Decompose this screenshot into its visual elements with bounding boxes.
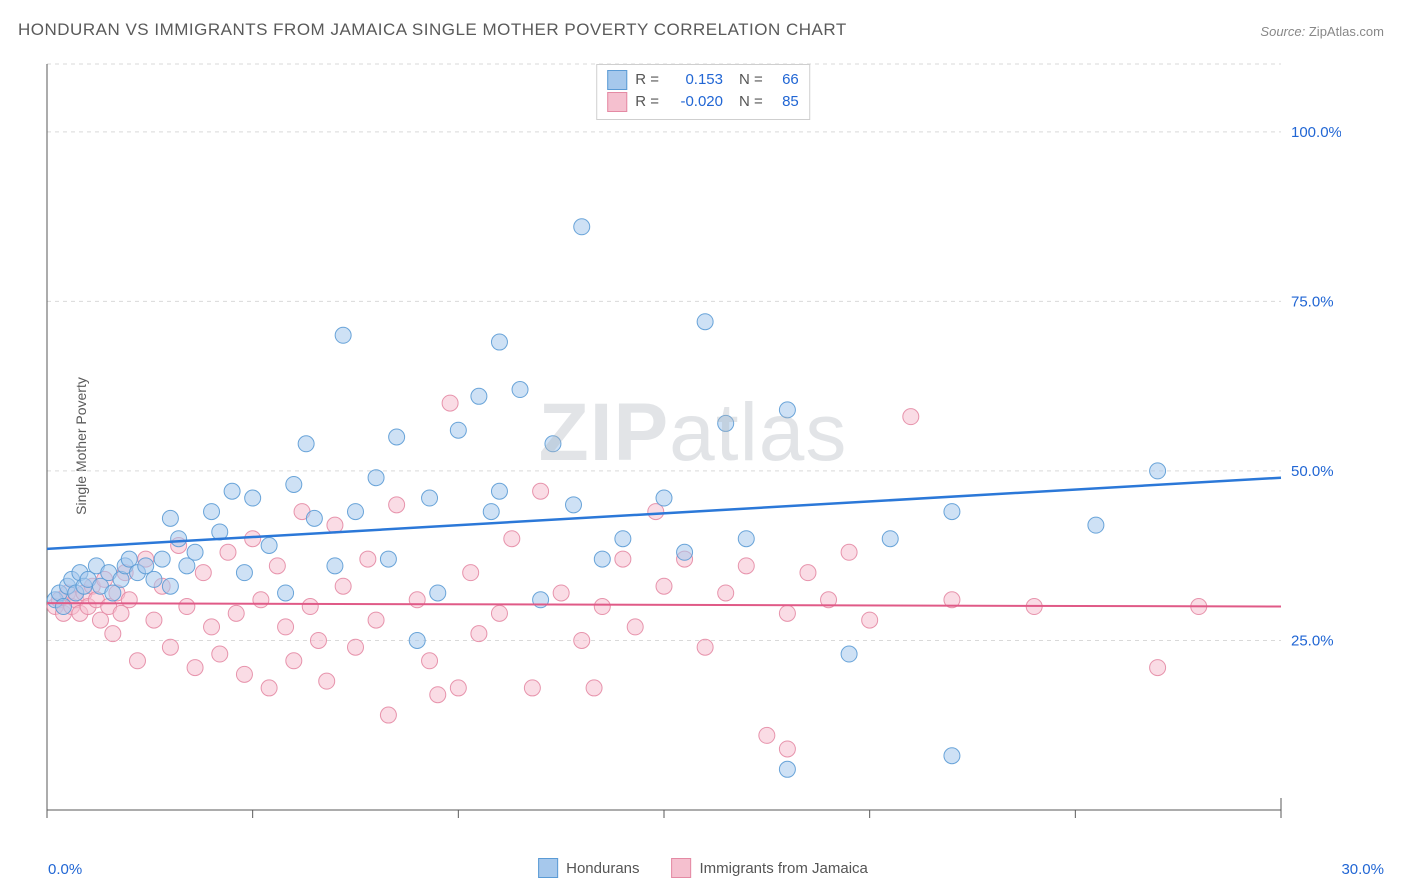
legend-label-jamaica: Immigrants from Jamaica — [700, 860, 868, 877]
swatch-hondurans — [607, 70, 627, 90]
series-legend: Hondurans Immigrants from Jamaica — [538, 858, 868, 878]
stats-row-hondurans: R = 0.153 N = 66 — [607, 69, 799, 91]
stats-row-jamaica: R = -0.020 N = 85 — [607, 91, 799, 113]
x-axis-min-label: 0.0% — [48, 861, 82, 878]
legend-item-jamaica: Immigrants from Jamaica — [672, 858, 868, 878]
svg-text:100.0%: 100.0% — [1291, 124, 1341, 141]
stats-n-label-2: N = — [739, 91, 763, 113]
svg-text:75.0%: 75.0% — [1291, 293, 1334, 310]
stats-r-value-0: 0.153 — [667, 69, 723, 91]
legend-swatch-jamaica — [672, 858, 692, 878]
legend-label-hondurans: Hondurans — [566, 860, 639, 877]
legend-item-hondurans: Hondurans — [538, 858, 639, 878]
stats-r-value-1: -0.020 — [667, 91, 723, 113]
source-value: ZipAtlas.com — [1309, 24, 1384, 39]
source-citation: Source: ZipAtlas.com — [1260, 24, 1384, 39]
svg-text:25.0%: 25.0% — [1291, 632, 1334, 649]
stats-legend: R = 0.153 N = 66 R = -0.020 N = 85 — [596, 64, 810, 120]
legend-swatch-hondurans — [538, 858, 558, 878]
stats-n-value-0: 66 — [771, 69, 799, 91]
stats-r-label: R = — [635, 69, 659, 91]
scatter-plot-svg: 25.0% 50.0% 75.0% 100.0% — [45, 62, 1341, 834]
stats-n-value-1: 85 — [771, 91, 799, 113]
chart-title: HONDURAN VS IMMIGRANTS FROM JAMAICA SING… — [18, 20, 847, 40]
svg-text:50.0%: 50.0% — [1291, 463, 1334, 480]
stats-r-label-2: R = — [635, 91, 659, 113]
source-label: Source: — [1260, 24, 1305, 39]
stats-n-label: N = — [739, 69, 763, 91]
swatch-jamaica — [607, 92, 627, 112]
x-axis-max-label: 30.0% — [1341, 861, 1384, 878]
plot-area: 25.0%50.0%75.0%100.0% ZIPatlas — [45, 62, 1341, 834]
chart-container: HONDURAN VS IMMIGRANTS FROM JAMAICA SING… — [0, 0, 1406, 892]
